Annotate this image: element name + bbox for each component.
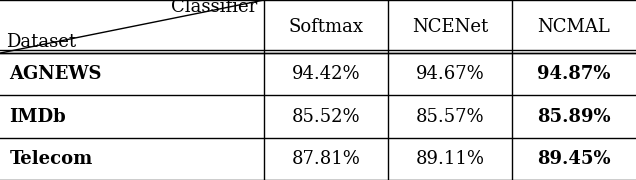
Text: 87.81%: 87.81% (291, 150, 361, 168)
Text: 89.11%: 89.11% (415, 150, 485, 168)
Text: IMDb: IMDb (10, 107, 66, 125)
Text: Dataset: Dataset (6, 33, 76, 51)
Text: Softmax: Softmax (289, 17, 363, 35)
Text: AGNEWS: AGNEWS (10, 65, 102, 83)
Text: 94.67%: 94.67% (415, 65, 485, 83)
Text: NCENet: NCENet (412, 17, 488, 35)
Text: 89.45%: 89.45% (537, 150, 611, 168)
Text: 85.57%: 85.57% (416, 107, 484, 125)
Text: Telecom: Telecom (10, 150, 93, 168)
Text: 94.87%: 94.87% (537, 65, 611, 83)
Text: 85.89%: 85.89% (537, 107, 611, 125)
Text: Classifier: Classifier (171, 0, 258, 16)
Text: 85.52%: 85.52% (292, 107, 360, 125)
Text: NCMAL: NCMAL (537, 17, 611, 35)
Text: 94.42%: 94.42% (292, 65, 360, 83)
